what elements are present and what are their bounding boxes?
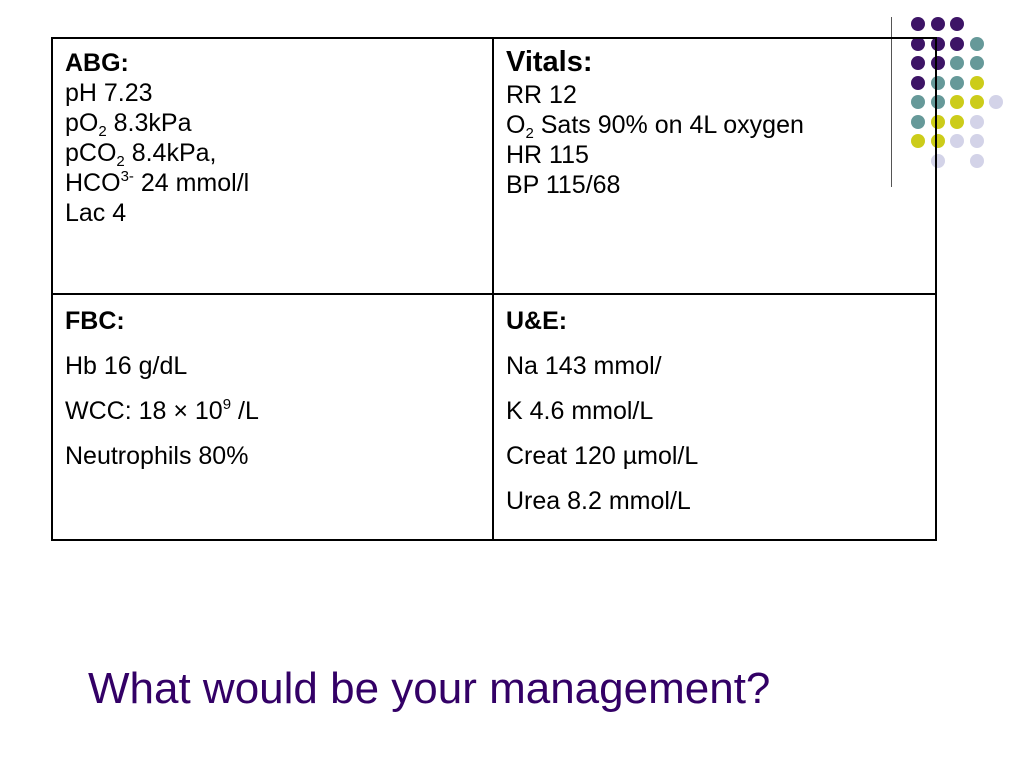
decorative-dot — [969, 114, 984, 129]
vitals-hr: HR 115 — [506, 140, 589, 169]
abg-heading: ABG: — [65, 49, 129, 77]
decorative-dot — [969, 134, 984, 148]
decorative-dot — [950, 134, 964, 148]
ue-cell: U&E: Na 143 mmol/ K 4.6 mmol/L Creat 120… — [492, 293, 937, 541]
decorative-dot — [969, 153, 984, 168]
fbc-heading: FBC: — [65, 307, 125, 335]
decorative-dot — [930, 17, 945, 31]
decorative-dot — [911, 17, 925, 31]
vitals-heading: Vitals: — [506, 46, 593, 78]
results-table: ABG: pH 7.23 pO2 8.3kPa pCO2 8.4kPa, HCO… — [51, 37, 937, 541]
ue-k: K 4.6 mmol/L — [506, 397, 654, 425]
abg-ph: pH 7.23 — [65, 79, 153, 107]
decorative-dot — [969, 75, 984, 90]
abg-cell: ABG: pH 7.23 pO2 8.3kPa pCO2 8.4kPa, HCO… — [51, 37, 494, 295]
fbc-cell: FBC: Hb 16 g/dL WCC: 18 × 109 /L Neutrop… — [51, 293, 494, 541]
management-question: What would be your management? — [88, 664, 771, 713]
decorative-dot — [989, 95, 1003, 109]
decorative-dot — [950, 95, 964, 109]
decorative-dot — [950, 114, 964, 129]
ue-creat: Creat 120 µmol/L — [506, 442, 699, 470]
abg-pco2: pCO2 8.4kPa, — [65, 139, 217, 170]
table-row: FBC: Hb 16 g/dL WCC: 18 × 109 /L Neutrop… — [51, 293, 937, 541]
decorative-dot — [969, 56, 984, 70]
decorative-dot — [969, 36, 984, 51]
abg-po2: pO2 8.3kPa — [65, 109, 192, 140]
vitals-o2-sats: O2 Sats 90% on 4L oxygen — [506, 110, 804, 142]
fbc-wcc: WCC: 18 × 109 /L — [65, 396, 259, 425]
ue-heading: U&E: — [506, 307, 568, 335]
vitals-cell: Vitals: RR 12 O2 Sats 90% on 4L oxygen H… — [492, 37, 937, 295]
abg-hco3: HCO3- 24 mmol/l — [65, 168, 250, 197]
table-row: ABG: pH 7.23 pO2 8.3kPa pCO2 8.4kPa, HCO… — [51, 37, 937, 295]
abg-lac: Lac 4 — [65, 199, 127, 227]
decorative-dot — [950, 56, 964, 70]
fbc-hb: Hb 16 g/dL — [65, 352, 188, 380]
ue-urea: Urea 8.2 mmol/L — [506, 487, 691, 515]
fbc-neutrophils: Neutrophils 80% — [65, 442, 249, 470]
decorative-dot — [950, 36, 964, 51]
decorative-dot — [950, 75, 964, 90]
vitals-bp: BP 115/68 — [506, 170, 621, 199]
decorative-dot — [950, 17, 964, 31]
ue-na: Na 143 mmol/ — [506, 352, 662, 380]
vitals-rr: RR 12 — [506, 80, 577, 109]
decorative-dot — [969, 95, 984, 109]
